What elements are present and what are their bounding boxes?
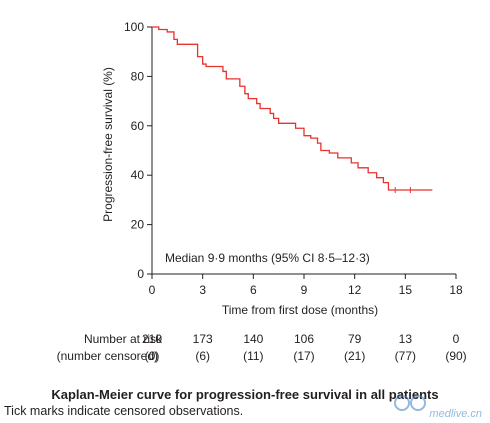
x-tick-label: 9 xyxy=(301,283,308,297)
x-tick-label: 12 xyxy=(348,283,362,297)
risk-count: 140 xyxy=(243,332,263,346)
risk-count: 13 xyxy=(399,332,413,346)
svg-text:medlive.cn: medlive.cn xyxy=(429,408,482,420)
x-tick-label: 0 xyxy=(149,283,156,297)
censored-table-label: (number censored) xyxy=(57,349,158,363)
watermark-logo: medlive.cn xyxy=(388,393,484,421)
y-tick-label: 40 xyxy=(131,168,145,182)
censored-count: (17) xyxy=(293,349,314,363)
x-tick-label: 15 xyxy=(399,283,413,297)
risk-count: 106 xyxy=(294,332,314,346)
caption-note: Tick marks indicate censored observation… xyxy=(4,404,244,418)
censored-count: (90) xyxy=(445,349,466,363)
x-tick-label: 3 xyxy=(199,283,206,297)
y-tick-label: 100 xyxy=(124,20,144,34)
y-tick-label: 0 xyxy=(137,267,144,281)
x-tick-label: 18 xyxy=(449,283,463,297)
x-tick-label: 6 xyxy=(250,283,257,297)
censored-count: (0) xyxy=(145,349,160,363)
censored-count: (11) xyxy=(243,349,263,363)
survival-curve xyxy=(152,26,433,191)
risk-count: 210 xyxy=(142,332,162,346)
censored-count: (77) xyxy=(395,349,416,363)
risk-count: 0 xyxy=(453,332,460,346)
y-tick-label: 20 xyxy=(131,218,145,232)
risk-table-label: Number at risk xyxy=(84,332,163,346)
y-tick-label: 80 xyxy=(131,69,145,83)
censored-count: (21) xyxy=(344,349,365,363)
caption-title: Kaplan-Meier curve for progression-free … xyxy=(51,387,439,402)
km-chart: 0 20 40 60 80 100 0 3 6 9 12 15 18 Time from first do… xyxy=(57,20,467,363)
risk-count: 173 xyxy=(193,332,213,346)
x-axis-label: Time from first dose (months) xyxy=(222,303,378,317)
censored-count: (6) xyxy=(195,349,210,363)
y-tick-label: 60 xyxy=(131,119,145,133)
y-axis-label: Progression-free survival (%) xyxy=(101,67,115,222)
median-annotation: Median 9·9 months (95% CI 8·5–12·3) xyxy=(165,251,370,265)
risk-count: 79 xyxy=(348,332,362,346)
